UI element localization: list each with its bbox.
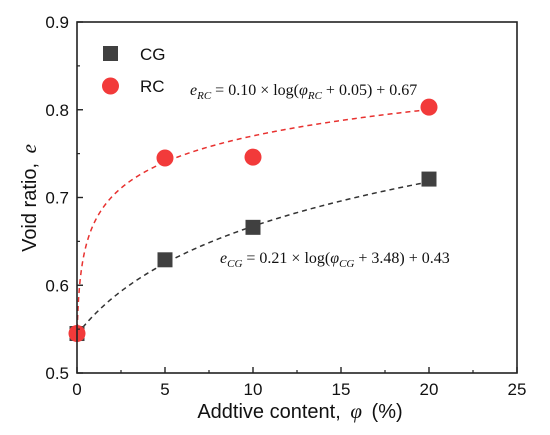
data-point-rc	[156, 149, 174, 167]
fit-curve-rc	[76, 108, 430, 339]
fit-curve-cg	[76, 181, 430, 336]
x-tick-label: 5	[160, 380, 169, 399]
y-tick-label: 0.6	[45, 276, 69, 295]
x-tick-label: 25	[508, 380, 527, 399]
plot-frame	[76, 21, 518, 374]
legend-label-cg: CG	[140, 45, 166, 64]
fit-curves	[76, 108, 430, 339]
equation-rc: eRC = 0.10 × log(φRC + 0.05) + 0.67	[190, 82, 417, 102]
x-axis-title: Addtive content, φ (%)	[197, 399, 402, 423]
x-tick-label: 20	[420, 380, 439, 399]
y-tick-label: 0.7	[45, 189, 69, 208]
legend-marker-cg	[103, 46, 118, 61]
equation-cg: eCG = 0.21 × log(φCG + 3.48) + 0.43	[220, 250, 450, 270]
data-point-cg	[421, 171, 437, 187]
y-tick-label: 0.9	[45, 13, 69, 32]
data-point-cg	[245, 219, 261, 235]
legend: CG RC	[102, 45, 166, 96]
x-tick-label: 0	[72, 380, 81, 399]
x-tick-label: 10	[244, 380, 263, 399]
y-tick-label: 0.8	[45, 101, 69, 120]
y-axis-title: Void ratio, e	[17, 144, 41, 252]
legend-marker-rc	[102, 77, 119, 95]
data-point-rc	[244, 148, 262, 166]
legend-label-rc: RC	[140, 77, 165, 96]
plot-frame-box	[76, 21, 518, 374]
x-tick-label: 15	[332, 380, 351, 399]
tick-labels: 0 5 10 15 20 25 0.5 0.6 0.7 0.8 0.9	[45, 13, 526, 399]
data-points	[68, 98, 438, 343]
data-point-rc	[420, 98, 438, 116]
y-tick-label: 0.5	[45, 364, 69, 383]
data-point-cg	[157, 252, 173, 268]
